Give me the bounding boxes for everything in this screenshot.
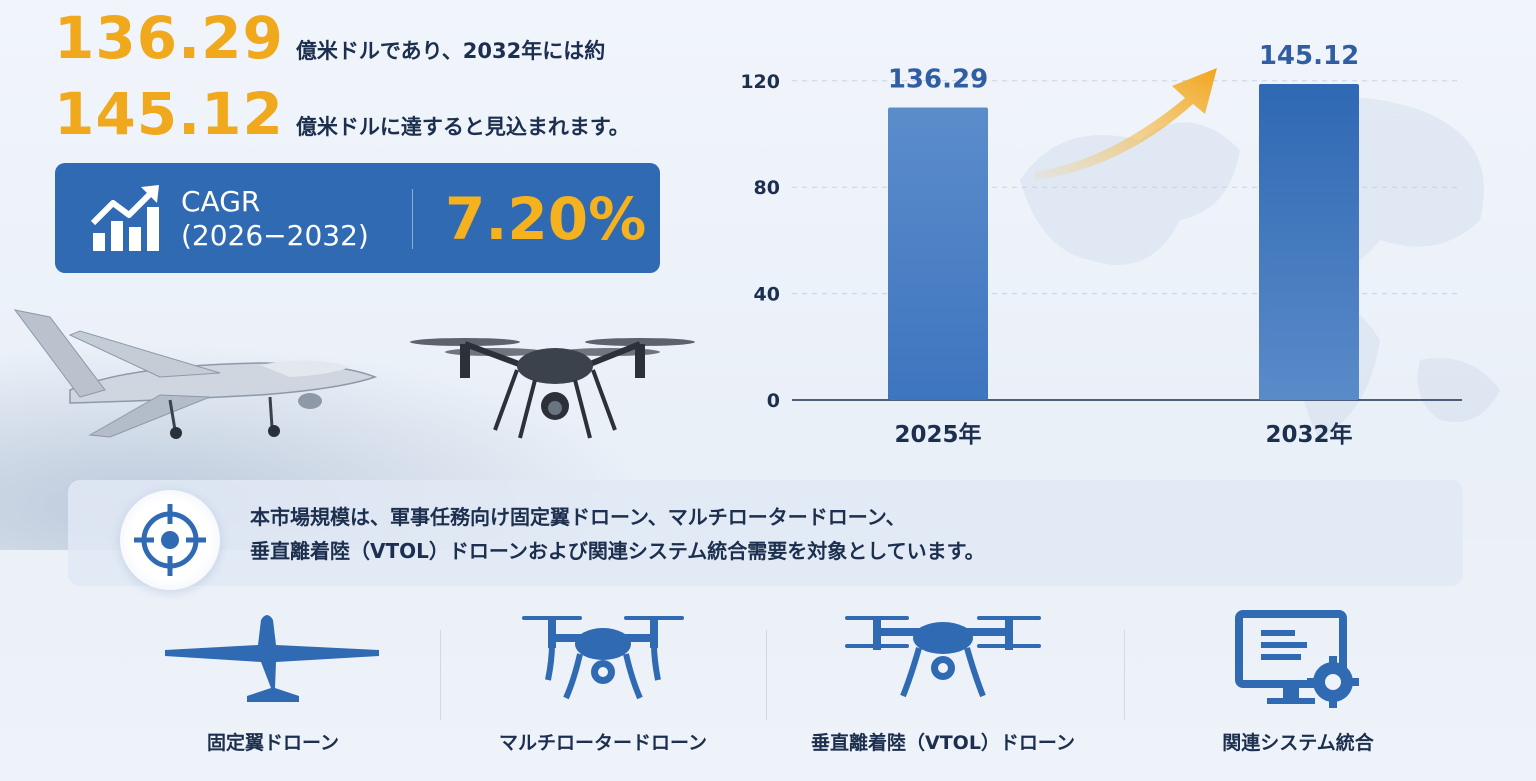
category-label-system-integration: 関連システム統合 <box>1222 732 1374 754</box>
growth-arrow-icon <box>1035 68 1217 180</box>
category-multirotor: マルチロータードローン <box>468 590 738 771</box>
chart-x-axis: 2025年 2032年 <box>894 421 1352 448</box>
category-fixed-wing: 固定翼ドローン <box>138 590 408 771</box>
headline-text-2: 億米ドルに達すると見込まれます。 <box>295 115 630 139</box>
y-tick-label: 120 <box>740 71 780 93</box>
target-crosshair-icon <box>134 504 206 576</box>
cagr-label: CAGR (2026−2032) <box>181 185 369 253</box>
cagr-label-line2: (2026−2032) <box>181 219 369 252</box>
chart-bars: 136.29 145.12 <box>888 41 1359 400</box>
cagr-label-line1: CAGR <box>181 185 261 218</box>
category-label-vtol: 垂直離着陸（VTOL）ドローン <box>811 732 1075 754</box>
bar-0 <box>888 107 988 400</box>
cagr-value: 7.20% <box>445 185 647 253</box>
y-tick-label: 0 <box>767 390 780 412</box>
category-vtol: 垂直離着陸（VTOL）ドローン <box>793 590 1093 771</box>
scope-description: 本市場規模は、軍事任務向け固定翼ドローン、マルチロータードローン、 垂直離着陸（… <box>250 500 985 568</box>
headline-2025: 136.29 億米ドルであり、2032年には約 <box>54 4 605 72</box>
market-size-bar-chart: 0 40 80 120 136.29 145.12 2025年 2032年 <box>740 41 1462 448</box>
x-tick-label: 2025年 <box>894 421 981 448</box>
category-panel: 固定翼ドローン マルチロータードローン <box>68 590 1463 771</box>
bar-value-label: 145.12 <box>1259 41 1359 71</box>
category-divider <box>766 630 767 720</box>
value-2025: 136.29 <box>54 4 284 72</box>
scope-band <box>68 480 1463 586</box>
scope-line-1: 本市場規模は、軍事任務向け固定翼ドローン、マルチロータードローン、 <box>250 505 906 529</box>
vtol-drone-icon <box>845 616 1041 698</box>
growth-chart-icon <box>90 185 159 251</box>
scope-line-2: 垂直離着陸（VTOL）ドローンおよび関連システム統合需要を対象としています。 <box>250 539 985 563</box>
bar-1 <box>1259 83 1359 400</box>
value-2032: 145.12 <box>54 80 284 148</box>
category-label-fixed-wing: 固定翼ドローン <box>206 732 340 754</box>
fixed-wing-drone-photo <box>13 309 378 439</box>
y-tick-label: 40 <box>754 284 780 306</box>
multirotor-drone-icon <box>522 616 684 700</box>
category-system-integration: 関連システム統合 <box>1148 590 1448 771</box>
scope-icon-badge <box>120 490 220 590</box>
y-tick-label: 80 <box>754 177 780 199</box>
bar-value-label: 136.29 <box>888 64 988 94</box>
cagr-box: CAGR (2026−2032) 7.20% <box>55 163 660 273</box>
headline-text-1: 億米ドルであり、2032年には約 <box>295 39 606 63</box>
quadcopter-photo <box>410 338 695 439</box>
fixed-wing-drone-icon <box>165 615 379 702</box>
category-divider <box>1124 630 1125 720</box>
cagr-divider <box>412 189 413 249</box>
system-integration-icon <box>1235 610 1359 708</box>
headline-2032: 145.12 億米ドルに達すると見込まれます。 <box>54 80 630 148</box>
category-label-multirotor: マルチロータードローン <box>498 732 708 754</box>
category-divider <box>440 630 441 720</box>
x-tick-label: 2032年 <box>1265 421 1352 448</box>
